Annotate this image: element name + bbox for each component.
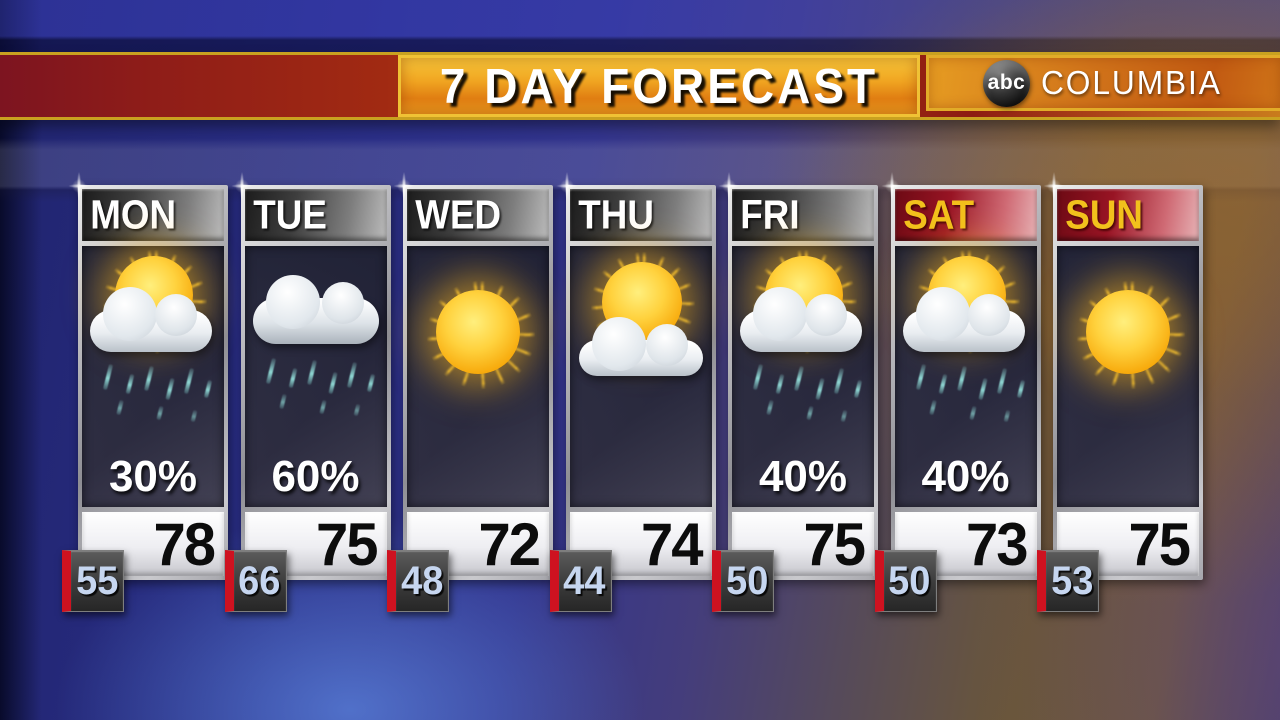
day-body: 40% <box>732 232 875 507</box>
day-label: THU <box>577 192 654 237</box>
low-temp: 48 <box>400 558 444 603</box>
low-temp: 53 <box>1050 558 1094 603</box>
low-temp: 66 <box>238 558 281 603</box>
sun-icon <box>436 290 520 374</box>
low-temp-box: 55 <box>62 550 124 612</box>
title-panel: 7 DAY FORECAST <box>398 55 920 117</box>
day-header: SUN <box>1057 189 1199 241</box>
high-temp-bar: 75 <box>244 510 387 578</box>
weather-icon-sunny <box>1057 246 1204 447</box>
day-header: TUE <box>244 189 387 241</box>
cloud-icon <box>90 287 212 352</box>
high-temp: 75 <box>315 510 379 578</box>
weather-icon-partly-sunny-showers <box>732 232 875 447</box>
high-temp: 75 <box>1128 510 1191 578</box>
weather-icon-partly-sunny-showers <box>895 232 1038 447</box>
low-temp: 50 <box>888 558 931 603</box>
low-temp: 50 <box>725 558 769 603</box>
cloud-icon <box>578 317 703 376</box>
station-logo-panel: abc COLUMBIA <box>926 55 1280 111</box>
precip-chance <box>1057 447 1199 507</box>
day-body <box>1057 246 1204 507</box>
day-body <box>407 246 554 507</box>
high-temp: 72 <box>478 510 541 578</box>
day-label: SUN <box>1065 192 1143 237</box>
low-temp-box: 48 <box>387 550 449 612</box>
day-body: 60% <box>244 246 387 507</box>
day-column-fri: FRI 40% 75 50 <box>712 163 878 612</box>
weather-icon-cloudy-rain <box>245 246 387 447</box>
precip-chance: 40% <box>758 452 848 501</box>
day-column-wed: WED 72 48 <box>387 163 554 612</box>
weather-icon-partly-sunny-showers <box>82 232 225 447</box>
high-temp: 74 <box>640 510 704 578</box>
abc-logo-text: abc <box>987 71 1026 94</box>
weather-icon-sunny <box>407 246 554 447</box>
day-column-mon: MON 30% 78 55 <box>62 163 228 612</box>
low-temp: 44 <box>563 558 606 603</box>
precip-chance: 40% <box>921 452 1010 501</box>
rain-icon <box>92 363 222 430</box>
day-column-sat: SAT 40% 73 50 <box>874 163 1041 612</box>
day-column-sun: SUN 75 53 <box>1037 163 1204 612</box>
sun-icon <box>1086 290 1170 374</box>
low-temp-box: 66 <box>224 550 287 612</box>
forecast-columns: MON 30% 78 55 TUE <box>62 163 1204 612</box>
high-temp-bar: 74 <box>569 510 712 578</box>
day-label: MON <box>90 192 177 237</box>
day-column-tue: TUE 60% 75 66 <box>224 163 391 612</box>
station-name: COLUMBIA <box>1041 64 1222 101</box>
precip-chance <box>570 447 712 507</box>
low-temp-box: 44 <box>549 550 612 612</box>
low-temp: 55 <box>75 558 119 603</box>
low-temp-box: 50 <box>874 550 937 612</box>
precip-chance: 30% <box>108 452 198 501</box>
high-temp: 73 <box>965 510 1029 578</box>
weather-icon-mostly-sunny <box>570 234 713 447</box>
day-label: WED <box>415 192 502 237</box>
rain-icon <box>255 357 385 424</box>
high-temp-bar: 75 <box>1057 510 1199 578</box>
day-header: WED <box>407 189 549 241</box>
high-temp: 75 <box>803 510 866 578</box>
low-temp-box: 50 <box>712 550 774 612</box>
top-banner: 7 DAY FORECAST abc COLUMBIA <box>0 52 1280 120</box>
low-temp-box: 53 <box>1037 550 1099 612</box>
rain-icon <box>905 363 1035 430</box>
day-header: THU <box>569 189 712 241</box>
abc-logo-icon: abc <box>983 59 1030 107</box>
day-header: FRI <box>732 189 874 241</box>
high-temp: 78 <box>153 510 216 578</box>
day-body: 30% <box>82 232 225 507</box>
rain-icon <box>742 363 872 430</box>
day-body: 40% <box>894 232 1038 507</box>
cloud-icon <box>252 275 379 344</box>
day-label: FRI <box>740 192 800 237</box>
cloud-icon <box>902 287 1025 352</box>
page-title: 7 DAY FORECAST <box>439 58 879 114</box>
cloud-icon <box>740 287 862 352</box>
day-body <box>569 234 713 507</box>
day-label: TUE <box>252 192 327 237</box>
day-label: SAT <box>902 192 974 237</box>
day-column-thu: THU 74 44 <box>549 163 716 612</box>
precip-chance: 60% <box>271 452 360 501</box>
precip-chance <box>407 447 549 507</box>
